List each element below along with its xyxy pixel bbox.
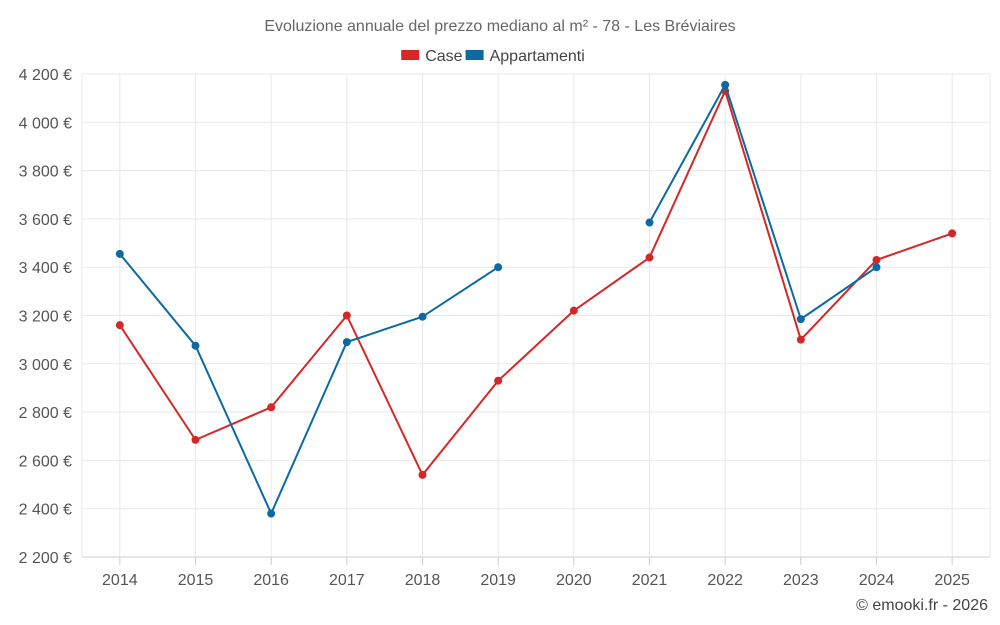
data-point-case[interactable] bbox=[948, 229, 957, 238]
data-point-appartamenti[interactable] bbox=[342, 338, 351, 347]
axis-layer: 2 200 € 2 400 € 2 600 € 2 800 € 3 000 € 3 200… bbox=[19, 67, 970, 589]
x-tick-label: 2025 bbox=[934, 572, 970, 589]
legend-label-case: Case bbox=[425, 48, 462, 65]
y-tick-label: 2 200 € bbox=[19, 550, 72, 567]
data-point-appartamenti[interactable] bbox=[494, 263, 503, 272]
legend: Case Appartamenti bbox=[401, 48, 585, 65]
chart-title: Evoluzione annuale del prezzo mediano al… bbox=[264, 18, 735, 35]
series-line-appartamenti bbox=[119, 253, 499, 515]
data-point-appartamenti[interactable] bbox=[191, 341, 200, 350]
legend-swatch-appartamenti bbox=[465, 50, 484, 60]
data-point-case[interactable] bbox=[191, 435, 200, 444]
x-tick-label: 2024 bbox=[859, 572, 895, 589]
x-tick-label: 2019 bbox=[480, 572, 516, 589]
data-point-case[interactable] bbox=[569, 306, 578, 315]
data-point-case[interactable] bbox=[342, 311, 351, 320]
data-point-appartamenti[interactable] bbox=[872, 263, 881, 272]
data-point-case[interactable] bbox=[645, 253, 654, 262]
series-line-case bbox=[118, 89, 953, 476]
series-line-appartamenti bbox=[648, 83, 878, 321]
data-point-appartamenti[interactable] bbox=[721, 80, 730, 89]
legend-swatch-case bbox=[401, 50, 420, 60]
x-tick-label: 2022 bbox=[707, 572, 743, 589]
x-tick-label: 2021 bbox=[632, 572, 668, 589]
legend-label-appartamenti: Appartamenti bbox=[490, 48, 585, 65]
data-point-appartamenti[interactable] bbox=[418, 312, 427, 321]
y-tick-label: 3 400 € bbox=[19, 260, 72, 277]
data-point-case[interactable] bbox=[115, 321, 124, 330]
x-tick-label: 2015 bbox=[178, 572, 214, 589]
legend-item-appartamenti[interactable]: Appartamenti bbox=[465, 48, 585, 65]
x-tick-label: 2016 bbox=[253, 572, 289, 589]
y-tick-label: 3 200 € bbox=[19, 309, 72, 326]
data-point-appartamenti[interactable] bbox=[796, 315, 805, 324]
series-layer bbox=[115, 80, 957, 518]
x-tick-label: 2020 bbox=[556, 572, 592, 589]
y-tick-label: 3 800 € bbox=[19, 164, 72, 181]
y-tick-label: 2 600 € bbox=[19, 453, 72, 470]
data-point-appartamenti[interactable] bbox=[115, 249, 124, 258]
data-point-appartamenti[interactable] bbox=[267, 509, 276, 518]
y-tick-label: 4 200 € bbox=[19, 67, 72, 84]
chart-credit: © emooki.fr - 2026 bbox=[856, 597, 988, 614]
y-tick-label: 3 000 € bbox=[19, 357, 72, 374]
data-point-appartamenti[interactable] bbox=[645, 218, 654, 227]
y-tick-label: 4 000 € bbox=[19, 115, 72, 132]
y-tick-label: 2 800 € bbox=[19, 405, 72, 422]
legend-item-case[interactable]: Case bbox=[401, 48, 463, 65]
x-tick-label: 2017 bbox=[329, 572, 365, 589]
x-tick-label: 2014 bbox=[102, 572, 138, 589]
y-tick-label: 2 400 € bbox=[19, 502, 72, 519]
data-point-case[interactable] bbox=[267, 403, 276, 412]
y-tick-label: 3 600 € bbox=[19, 212, 72, 229]
data-point-case[interactable] bbox=[418, 470, 427, 479]
data-point-case[interactable] bbox=[872, 255, 881, 264]
x-tick-label: 2023 bbox=[783, 572, 819, 589]
data-point-case[interactable] bbox=[796, 335, 805, 344]
data-point-case[interactable] bbox=[494, 376, 503, 385]
x-tick-label: 2018 bbox=[405, 572, 441, 589]
grid-layer bbox=[81, 73, 991, 558]
